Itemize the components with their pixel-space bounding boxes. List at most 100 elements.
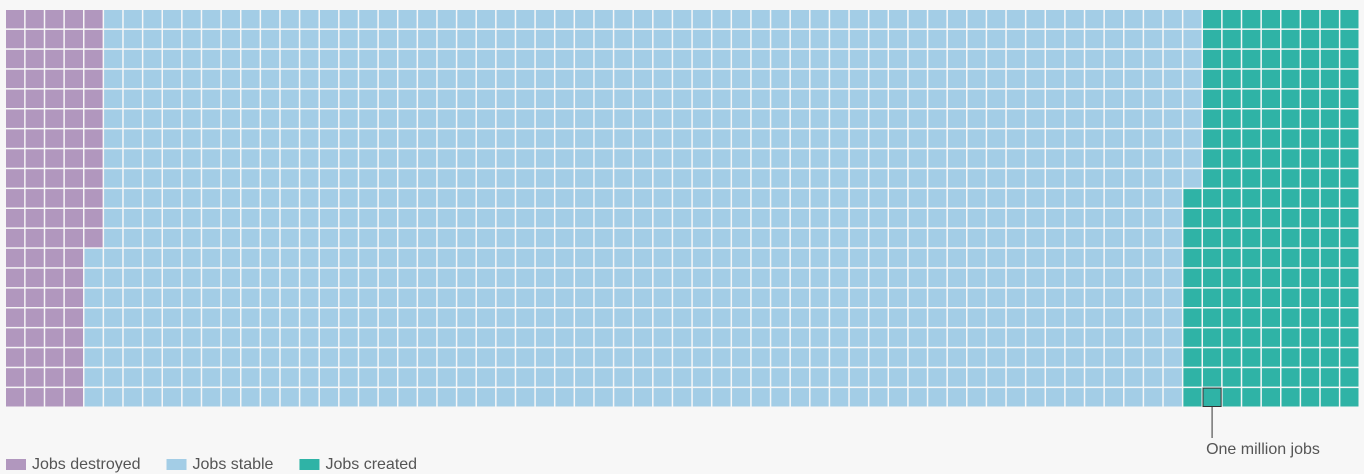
waffle-cell: [1104, 209, 1124, 228]
waffle-cell: [1163, 388, 1182, 407]
waffle-cell: [241, 129, 260, 148]
waffle-cell: [1006, 228, 1025, 248]
waffle-cell: [692, 149, 711, 168]
waffle-cell: [1320, 29, 1339, 49]
waffle-cell: [947, 29, 967, 49]
waffle-cell: [359, 328, 378, 347]
waffle-cell: [987, 248, 1006, 268]
waffle-cell: [1261, 129, 1281, 148]
waffle-cell: [45, 129, 64, 148]
waffle-cell: [516, 10, 535, 29]
waffle-cell: [1301, 69, 1320, 89]
waffle-cell: [673, 129, 692, 148]
waffle-cell: [1222, 248, 1241, 268]
waffle-cell: [359, 169, 378, 188]
waffle-cell: [1183, 169, 1202, 188]
waffle-cell: [25, 169, 44, 188]
waffle-cell: [221, 129, 240, 148]
waffle-cell: [732, 209, 751, 228]
waffle-cell: [1006, 348, 1025, 367]
waffle-cell: [614, 288, 633, 307]
waffle-cell: [830, 268, 849, 288]
waffle-cell: [339, 149, 358, 168]
waffle-cell: [516, 368, 535, 387]
waffle-cell: [300, 388, 319, 407]
waffle-cell: [535, 388, 554, 407]
waffle-cell: [1085, 189, 1104, 208]
waffle-cell: [1065, 189, 1084, 208]
waffle-cell: [241, 368, 260, 387]
waffle-cell: [987, 268, 1006, 288]
waffle-cell: [889, 248, 908, 268]
waffle-cell: [202, 149, 221, 168]
waffle-cell: [1026, 248, 1045, 268]
waffle-cell: [810, 228, 829, 248]
waffle-cell: [221, 368, 240, 387]
waffle-cell: [143, 29, 162, 49]
waffle-cell: [967, 209, 986, 228]
waffle-cell: [889, 189, 908, 208]
waffle-cell: [849, 388, 868, 407]
waffle-cell: [123, 228, 142, 248]
waffle-cell: [987, 169, 1006, 188]
waffle-cell: [1203, 189, 1222, 208]
waffle-cell: [967, 348, 986, 367]
waffle-cell: [202, 228, 221, 248]
waffle-cell: [928, 169, 947, 188]
waffle-cell: [182, 29, 201, 49]
waffle-cell: [339, 29, 358, 49]
waffle-cell: [496, 348, 515, 367]
waffle-cell: [1104, 129, 1124, 148]
waffle-cell: [221, 388, 240, 407]
waffle-cell: [143, 348, 162, 367]
waffle-cell: [437, 109, 456, 128]
waffle-cell: [418, 368, 437, 387]
waffle-cell: [594, 69, 613, 89]
waffle-cell: [25, 10, 44, 29]
waffle-cell: [339, 388, 358, 407]
waffle-cell: [1320, 328, 1339, 347]
waffle-cell: [673, 248, 692, 268]
waffle-cell: [771, 49, 790, 69]
waffle-cell: [1026, 29, 1045, 49]
waffle-cell: [653, 169, 672, 188]
waffle-cell: [378, 149, 397, 168]
waffle-cell: [6, 89, 25, 108]
waffle-cell: [1144, 388, 1163, 407]
waffle-cell: [162, 288, 182, 307]
waffle-cell: [1046, 129, 1065, 148]
waffle-cell: [319, 149, 339, 168]
waffle-cell: [221, 49, 240, 69]
waffle-cell: [732, 169, 751, 188]
waffle-cell: [202, 368, 221, 387]
waffle-cell: [476, 368, 496, 387]
waffle-cell: [575, 89, 594, 108]
waffle-cell: [261, 169, 280, 188]
waffle-cell: [732, 248, 751, 268]
waffle-cell: [849, 169, 868, 188]
waffle-cell: [6, 109, 25, 128]
waffle-cell: [516, 209, 535, 228]
waffle-cell: [182, 228, 201, 248]
waffle-cell: [1104, 10, 1124, 29]
waffle-cell: [712, 169, 731, 188]
waffle-cell: [908, 89, 927, 108]
waffle-cell: [849, 368, 868, 387]
waffle-cell: [1026, 209, 1045, 228]
waffle-cell: [1144, 189, 1163, 208]
waffle-cell: [1046, 388, 1065, 407]
waffle-cell: [202, 348, 221, 367]
waffle-cell: [1144, 288, 1163, 307]
waffle-cell: [810, 328, 829, 347]
waffle-cell: [1124, 248, 1143, 268]
waffle-cell: [1320, 69, 1339, 89]
waffle-cell: [1124, 288, 1143, 307]
waffle-cell: [947, 209, 967, 228]
waffle-cell: [947, 169, 967, 188]
waffle-cell: [869, 29, 888, 49]
waffle-cell: [418, 10, 437, 29]
waffle-cell: [810, 268, 829, 288]
waffle-cell: [1026, 149, 1045, 168]
waffle-cell: [1340, 109, 1359, 128]
